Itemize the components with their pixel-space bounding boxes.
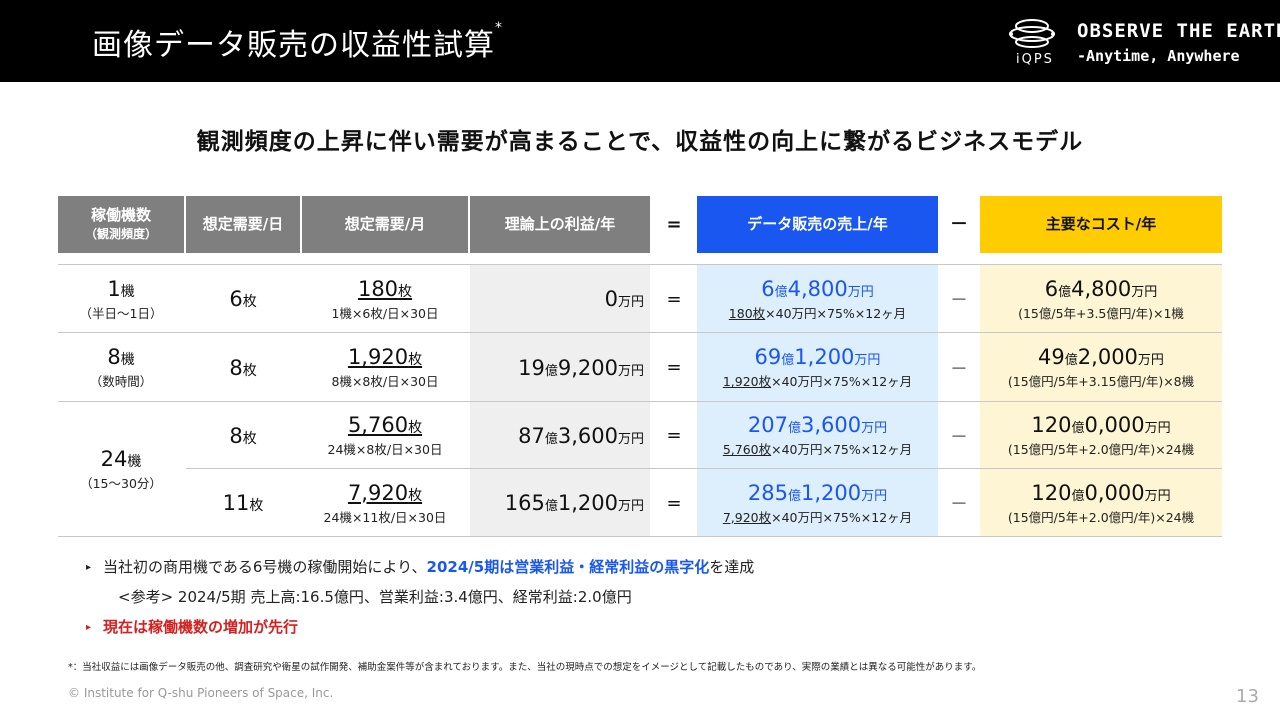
sales-column-bg: [697, 264, 938, 537]
table-row-3-cost: 120億0,000万円 (15億円/5年+2.0億円/年)×24機: [1007, 413, 1195, 457]
triangle-bullet-icon: ▸: [86, 562, 92, 573]
note-bullet-profit: ▸ 当社初の商用機である6号機の稼働開始により、2024/5期は営業利益・経常利益…: [86, 558, 755, 576]
row-divider: [58, 264, 1222, 265]
header-minus: －: [950, 214, 968, 235]
logo-text: iQPS: [1016, 52, 1054, 67]
page-number: 13: [1236, 686, 1259, 707]
table-row-2-units: 8機 （数時間）: [89, 345, 153, 389]
header-demand-day: 想定需要/日: [186, 196, 300, 253]
table-row-1-units: 1機 （半日〜1日）: [79, 276, 163, 321]
table-row-3-profit: 87億3,600万円: [518, 423, 644, 448]
row-divider: [58, 401, 1222, 402]
table-row-1-cost: 6億4,800万円 (15億/5年+3.5億円/年)×1機: [1018, 276, 1184, 321]
table-row-2-day: 8枚: [229, 355, 257, 380]
header-equals: =: [666, 214, 682, 235]
table-row-3-equals: =: [666, 425, 682, 446]
header-cost-year: 主要なコスト/年: [980, 196, 1222, 253]
table-row-1-profit: 0万円: [604, 287, 644, 311]
table-row-3-sales: 207億3,600万円 5,760枚×40万円×75%×12ヶ月: [722, 413, 913, 457]
row-divider: [58, 536, 1222, 537]
table-row-3-day: 8枚: [229, 423, 257, 448]
header-profit-year: 理論上の利益/年: [470, 196, 650, 253]
note-bullet-units: ▸ 現在は稼働機数の増加が先行: [86, 618, 299, 636]
slide-subtitle: 観測頻度の上昇に伴い需要が高まることで、収益性の向上に繋がるビジネスモデル: [196, 129, 1084, 155]
table-row-2-sales: 69億1,200万円 1,920枚×40万円×75%×12ヶ月: [722, 345, 913, 389]
header-bar: 画像データ販売の収益性試算* iQPS OBSERVE THE EARTH -A…: [0, 0, 1280, 82]
table-row-4-equals: =: [666, 492, 682, 514]
table-row-1-minus: －: [950, 290, 968, 311]
iqps-logo-icon: [1009, 19, 1055, 48]
profit-column-bg: [470, 264, 650, 537]
tagline-main: OBSERVE THE EARTH: [1077, 20, 1280, 42]
table-row-1-equals: =: [666, 288, 682, 310]
copyright: © Institute for Q-shu Pioneers of Space,…: [68, 686, 334, 700]
table-row-4-month: 7,920枚 24機×11枚/日×30日: [323, 480, 447, 525]
header-units: 稼働機数 （観測頻度）: [58, 196, 184, 253]
table-row-4-minus: －: [950, 494, 968, 515]
table-row-1-month: 180枚 1機×6枚/日×30日: [331, 276, 439, 321]
table-row-4-cost: 120億0,000万円 (15億円/5年+2.0億円/年)×24機: [1007, 480, 1195, 525]
header-sales-year: データ販売の売上/年: [697, 196, 938, 253]
table-group-24-units: 24機 （15〜30分）: [80, 447, 162, 491]
table-row-2-cost: 49億2,000万円 (15億円/5年+3.15億円/年)×8機: [1007, 345, 1195, 389]
header-units-label: 稼働機数: [90, 205, 151, 224]
header-frequency-label: （観測頻度）: [84, 226, 157, 241]
cost-column-bg: [980, 264, 1222, 537]
footnote: *：当社収益には画像データ販売の他、調査研究や衛星の試作開発、補助金案件等が含ま…: [68, 662, 982, 673]
table-row-3-minus: －: [950, 426, 968, 448]
table-row-2-profit: 19億9,200万円: [518, 355, 644, 380]
table-row-3-month: 5,760枚 24機×8枚/日×30日: [327, 413, 443, 457]
table-row-2-equals: =: [666, 357, 682, 378]
row-divider: [58, 332, 1222, 333]
table-row-1-day: 6枚: [229, 287, 257, 311]
page-title: 画像データ販売の収益性試算*: [92, 20, 503, 63]
note-reference: <参考> 2024/5期 売上高:16.5億円、営業利益:3.4億円、経常利益:…: [118, 588, 632, 606]
triangle-bullet-icon: ▸: [86, 622, 92, 633]
table-row-2-minus: －: [950, 358, 968, 380]
table-row-4-day: 11枚: [222, 491, 264, 515]
row-divider: [186, 468, 1222, 469]
title-footnote-mark: *: [495, 20, 503, 36]
tagline-sub: -Anytime, Anywhere: [1077, 47, 1240, 65]
table-row-4-sales: 285億1,200万円 7,920枚×40万円×75%×12ヶ月: [722, 480, 913, 525]
table-row-4-profit: 165億1,200万円: [504, 491, 644, 515]
header-demand-month: 想定需要/月: [302, 196, 468, 253]
table-row-2-month: 1,920枚 8機×8枚/日×30日: [331, 345, 439, 389]
table-row-1-sales: 6億4,800万円 180枚×40万円×75%×12ヶ月: [728, 276, 907, 321]
